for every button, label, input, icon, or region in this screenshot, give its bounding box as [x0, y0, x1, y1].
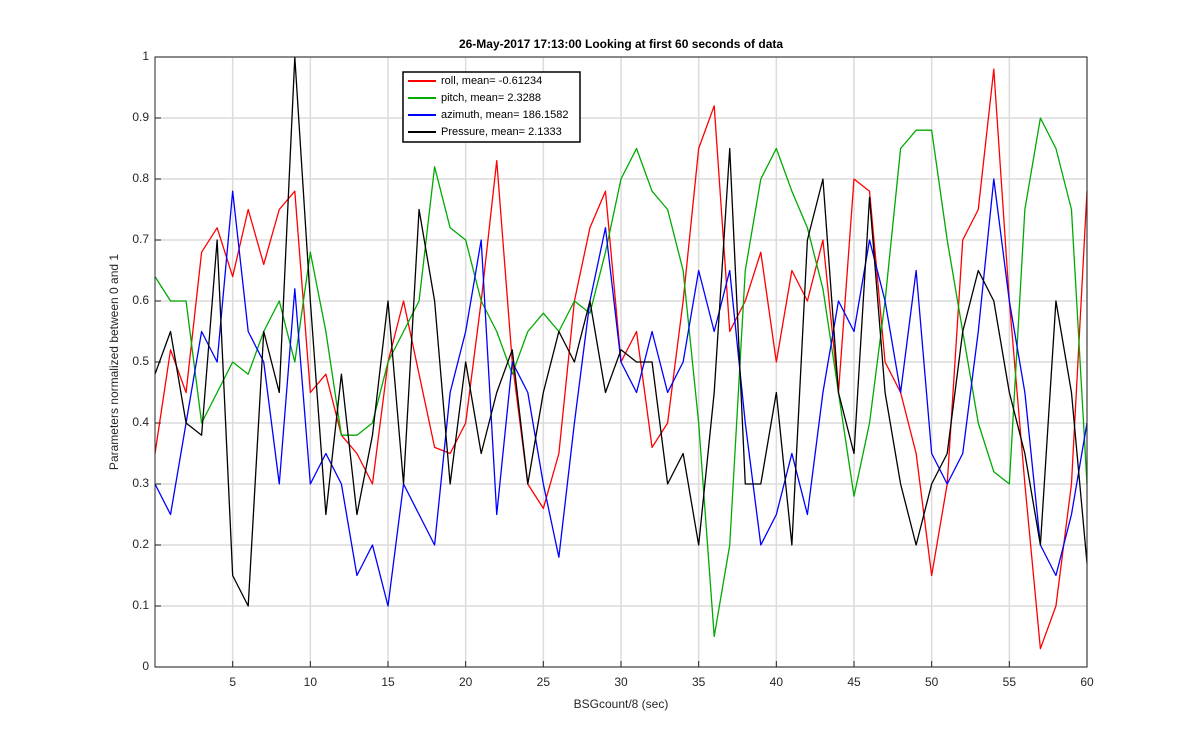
series-line: [154, 117, 1088, 638]
y-tick-label: 0.3: [132, 476, 149, 490]
chart-title: 26-May-2017 17:13:00 Looking at first 60…: [459, 37, 783, 51]
legend-box: [402, 71, 581, 143]
y-tick-label: 0.5: [132, 354, 149, 368]
legend-label: pitch, mean= 2.3288: [441, 92, 541, 104]
y-tick-label: 0.8: [132, 171, 149, 185]
x-tick-label: 25: [537, 675, 551, 689]
y-tick-label: 0.2: [132, 537, 149, 551]
x-tick-label: 60: [1080, 675, 1094, 689]
y-tick-label: 0.6: [132, 293, 149, 307]
x-tick-label: 30: [614, 675, 628, 689]
legend-label: azimuth, mean= 186.1582: [441, 109, 569, 121]
x-tick-label: 45: [847, 675, 861, 689]
y-tick-label: 0.4: [132, 415, 149, 429]
y-tick-label: 0: [142, 659, 149, 673]
x-tick-label: 15: [381, 675, 395, 689]
legend-label: Pressure, mean= 2.1333: [441, 126, 562, 138]
x-tick-label: 50: [925, 675, 939, 689]
x-tick-label: 35: [692, 675, 706, 689]
x-tick-label: 5: [229, 675, 236, 689]
y-axis-label: Parameters normalized between 0 and 1: [107, 254, 121, 470]
series-line: [154, 178, 1088, 607]
series-line: [154, 56, 1088, 607]
x-tick-label: 40: [770, 675, 784, 689]
x-tick-label: 20: [459, 675, 473, 689]
plot-frame: [154, 56, 1088, 668]
y-tick-label: 0.7: [132, 232, 149, 246]
legend-label: roll, mean= -0.61234: [441, 75, 542, 87]
x-tick-label: 10: [304, 675, 318, 689]
y-tick-label: 0.1: [132, 598, 149, 612]
y-tick-label: 1: [142, 49, 149, 63]
y-tick-label: 0.9: [132, 110, 149, 124]
x-axis-label: BSGcount/8 (sec): [574, 697, 669, 711]
x-tick-label: 55: [1003, 675, 1017, 689]
